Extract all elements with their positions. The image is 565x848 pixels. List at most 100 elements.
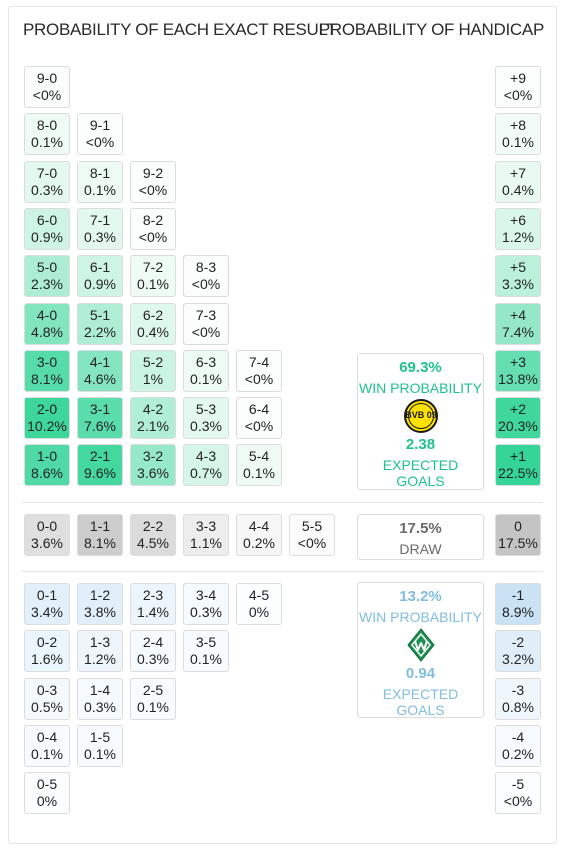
score-cell-6-2: 6-2 0.4% — [130, 302, 176, 345]
score-cell-6-4-label: 6-4 — [248, 401, 270, 418]
score-cell-0-1-probability: 3.4% — [31, 604, 63, 620]
score-cell-1-0-label: 1-0 — [36, 448, 58, 465]
handicap-cell--4-probability: 0.2% — [502, 745, 534, 762]
handicap-cell-+5-probability: 3.3% — [502, 276, 534, 293]
score-cell-2-0-label: 2-0 — [36, 401, 58, 418]
handicap-cell--1-label: -1 — [511, 587, 525, 603]
score-cell-8-0: 8-0 0.1% — [24, 113, 70, 156]
handicap-cell-+4-probability: 7.4% — [502, 323, 534, 340]
score-cell-7-2-probability: 0.1% — [137, 276, 169, 293]
score-cell-5-4: 5-4 0.1% — [236, 444, 282, 487]
score-cell-1-4-label: 1-4 — [89, 681, 111, 698]
handicap-cell--3-label: -3 — [511, 681, 525, 698]
score-cell-4-1-label: 4-1 — [89, 353, 111, 370]
score-cell-0-3-probability: 0.5% — [31, 698, 63, 715]
divider — [22, 571, 543, 572]
score-cell-3-2-label: 3-2 — [142, 448, 164, 465]
score-cell-4-1-probability: 4.6% — [84, 370, 116, 387]
score-cell-0-0: 0-0 3.6% — [24, 514, 70, 556]
score-cell-5-3-probability: 0.3% — [190, 418, 222, 435]
home-win-label: WIN PROBABILITY — [359, 380, 482, 396]
handicap-cell-+8-label: +8 — [510, 117, 526, 134]
handicap-cell-0-label: 0 — [514, 518, 522, 534]
handicap-cell-+8: +8 0.1% — [495, 113, 541, 156]
score-cell-1-3-label: 1-3 — [89, 634, 111, 651]
handicap-cell--2-label: -2 — [511, 634, 525, 651]
score-cell-9-1-label: 9-1 — [89, 117, 111, 134]
handicap-cell--5-probability: <0% — [503, 793, 533, 810]
score-cell-8-2: 8-2 <0% — [130, 207, 176, 250]
score-cell-5-2-probability: 1% — [142, 370, 164, 387]
score-cell-0-3: 0-3 0.5% — [24, 677, 70, 720]
score-cell-8-1-label: 8-1 — [89, 164, 111, 181]
score-cell-5-1-probability: 2.2% — [84, 323, 116, 340]
score-cell-3-0-label: 3-0 — [36, 353, 58, 370]
score-cell-2-0: 2-0 10.2% — [24, 397, 70, 440]
score-cell-2-4: 2-4 0.3% — [130, 630, 176, 673]
score-cell-7-0-probability: 0.3% — [31, 181, 63, 198]
draw-label: DRAW — [399, 541, 442, 557]
score-cell-9-2: 9-2 <0% — [130, 160, 176, 203]
score-cell-5-2-label: 5-2 — [142, 353, 164, 370]
handicap-cell-+4: +4 7.4% — [495, 302, 541, 345]
score-cell-4-1: 4-1 4.6% — [77, 349, 123, 392]
score-cell-6-1: 6-1 0.9% — [77, 255, 123, 298]
score-cell-2-3-probability: 1.4% — [137, 604, 169, 620]
score-cell-9-1: 9-1 <0% — [77, 113, 123, 156]
handicap-cell--1: -1 8.9% — [495, 583, 541, 625]
score-cell-1-3: 1-3 1.2% — [77, 630, 123, 673]
handicap-cell--4-label: -4 — [511, 728, 525, 745]
handicap-cell-+1-label: +1 — [510, 448, 526, 465]
score-cell-4-2: 4-2 2.1% — [130, 397, 176, 440]
bvb-logo-text: BVB 09 — [405, 410, 437, 420]
handicap-cell-+9-probability: <0% — [503, 87, 533, 103]
score-cell-3-4-probability: 0.3% — [190, 604, 222, 620]
score-cell-8-2-probability: <0% — [138, 228, 168, 245]
handicap-cell--5: -5 <0% — [495, 772, 541, 815]
score-cell-6-3-probability: 0.1% — [190, 370, 222, 387]
handicap-cell-+9: +9 <0% — [495, 66, 541, 108]
score-cell-6-0-label: 6-0 — [36, 211, 58, 228]
handicap-cell-+1-probability: 22.5% — [498, 465, 538, 482]
score-cell-0-3-label: 0-3 — [36, 681, 58, 698]
score-cell-5-5-probability: <0% — [297, 535, 327, 551]
score-cell-6-1-label: 6-1 — [89, 259, 111, 276]
score-cell-3-0: 3-0 8.1% — [24, 349, 70, 392]
handicap-cell--2-probability: 3.2% — [502, 651, 534, 668]
score-cell-0-2-label: 0-2 — [36, 634, 58, 651]
home-expected-goals: 2.38 — [405, 436, 436, 453]
score-cell-8-1: 8-1 0.1% — [77, 160, 123, 203]
handicap-cell--4: -4 0.2% — [495, 724, 541, 767]
score-cell-2-0-probability: 10.2% — [27, 418, 67, 435]
score-cell-1-1: 1-1 8.1% — [77, 514, 123, 556]
score-cell-0-4-label: 0-4 — [36, 728, 58, 745]
score-cell-2-3-label: 2-3 — [142, 587, 164, 603]
score-cell-0-5: 0-5 0% — [24, 772, 70, 815]
score-cell-0-4: 0-4 0.1% — [24, 724, 70, 767]
score-cell-9-1-probability: <0% — [85, 134, 115, 151]
score-cell-2-2: 2-2 4.5% — [130, 514, 176, 556]
score-cell-7-0: 7-0 0.3% — [24, 160, 70, 203]
score-cell-8-3-probability: <0% — [191, 276, 221, 293]
score-cell-2-5: 2-5 0.1% — [130, 677, 176, 720]
score-cell-3-5-label: 3-5 — [195, 634, 217, 651]
handicap-heading: PROBABILITY OF HANDICAP — [318, 20, 544, 39]
score-cell-6-3: 6-3 0.1% — [183, 349, 229, 392]
score-cell-3-5: 3-5 0.1% — [183, 630, 229, 673]
score-cell-1-1-probability: 8.1% — [84, 535, 116, 551]
handicap-cell-+3-label: +3 — [510, 353, 526, 370]
handicap-cell-+2-probability: 20.3% — [498, 418, 538, 435]
score-cell-3-3-probability: 1.1% — [190, 535, 222, 551]
away-win-probability: 13.2% — [399, 588, 442, 605]
score-cell-2-3: 2-3 1.4% — [130, 583, 176, 625]
handicap-cell-+7-label: +7 — [510, 164, 526, 181]
score-cell-8-3-label: 8-3 — [195, 259, 217, 276]
score-cell-5-0: 5-0 2.3% — [24, 255, 70, 298]
score-cell-1-2-probability: 3.8% — [84, 604, 116, 620]
score-cell-1-5-probability: 0.1% — [84, 745, 116, 762]
score-cell-0-2-probability: 1.6% — [31, 651, 63, 668]
score-cell-4-0-label: 4-0 — [36, 306, 58, 323]
score-cell-7-2: 7-2 0.1% — [130, 255, 176, 298]
score-cell-2-1-probability: 9.6% — [84, 465, 116, 482]
score-cell-6-0: 6-0 0.9% — [24, 207, 70, 250]
